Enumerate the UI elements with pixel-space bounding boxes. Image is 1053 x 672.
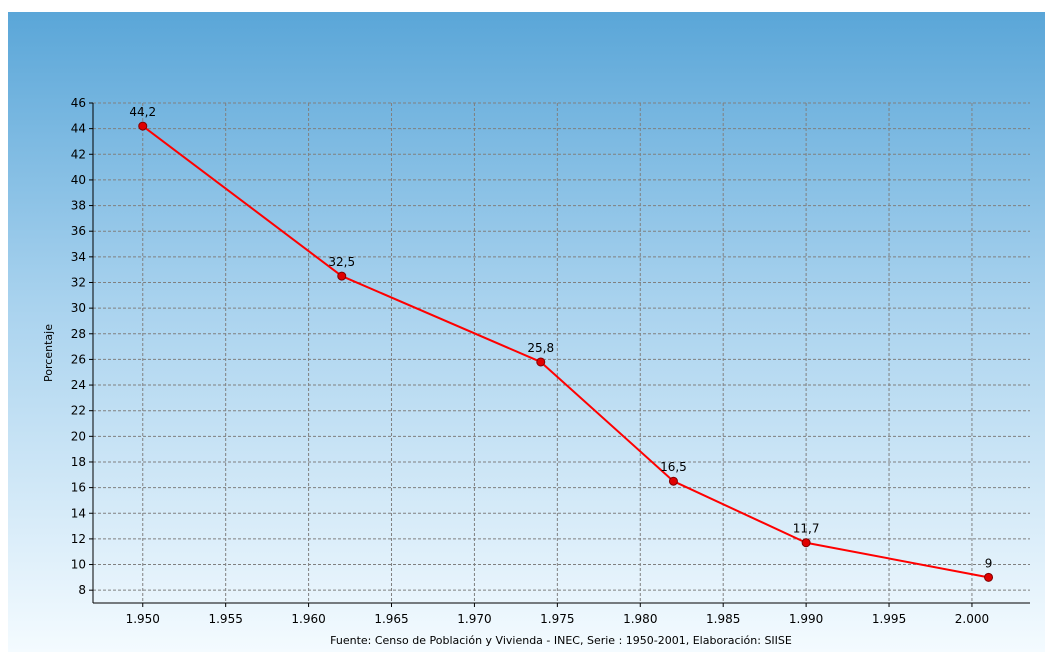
y-tick-label: 20 (71, 429, 86, 443)
x-tick-label: 1.950 (126, 612, 160, 626)
y-tick-label: 30 (71, 301, 86, 315)
grid-lines (93, 102, 1030, 603)
y-tick-label: 24 (71, 378, 86, 392)
y-tick-label: 22 (71, 404, 86, 418)
x-tick-label: 1.985 (706, 612, 740, 626)
data-label: 44,2 (129, 105, 156, 119)
x-tick-label: 1.960 (291, 612, 325, 626)
y-tick-label: 34 (71, 250, 86, 264)
y-tick-label: 28 (71, 327, 86, 341)
series-line (142, 125, 989, 579)
y-tick-label: 16 (71, 481, 86, 495)
y-tick-label: 40 (71, 173, 86, 187)
y-axis-title: Porcentaje (42, 324, 55, 382)
y-tick-label: 36 (71, 224, 86, 238)
y-tick-label: 14 (71, 506, 86, 520)
y-tick-label: 8 (78, 583, 86, 597)
data-point (138, 121, 148, 131)
x-tick-label: 1.990 (789, 612, 823, 626)
axes (89, 102, 1030, 607)
x-tick-label: 1.965 (374, 612, 408, 626)
data-label: 25,8 (527, 341, 554, 355)
data-label: 32,5 (328, 255, 355, 269)
data-point (668, 476, 678, 486)
x-tick-label: 1.955 (208, 612, 242, 626)
y-tick-label: 46 (71, 96, 86, 110)
y-tick-label: 44 (71, 122, 86, 136)
tick-labels: 8 10 12 14 16 18 20 22 24 26 28 30 32 34 36 38 40 42 44 46 1… (71, 96, 989, 626)
chart-background (8, 12, 1045, 652)
data-label: 16,5 (660, 460, 687, 474)
x-tick-label: 2.000 (955, 612, 989, 626)
data-series (138, 121, 994, 582)
y-tick-label: 12 (71, 532, 86, 546)
y-tick-label: 38 (71, 199, 86, 213)
y-tick-label: 42 (71, 147, 86, 161)
x-axis-title: Fuente: Censo de Población y Vivienda - … (330, 634, 792, 647)
data-point (801, 538, 811, 548)
y-tick-label: 32 (71, 275, 86, 289)
x-tick-label: 1.995 (872, 612, 906, 626)
data-labels: 44,2 32,5 25,8 16,5 11,7 9 (129, 105, 992, 570)
x-tick-label: 1.970 (457, 612, 491, 626)
x-tick-label: 1.975 (540, 612, 574, 626)
y-tick-label: 10 (71, 558, 86, 572)
data-label: 11,7 (793, 522, 820, 536)
y-tick-label: 18 (71, 455, 86, 469)
data-point (984, 572, 994, 582)
data-label: 9 (985, 556, 993, 570)
x-tick-label: 1.980 (623, 612, 657, 626)
y-tick-label: 26 (71, 352, 86, 366)
data-point (536, 357, 546, 367)
data-point (337, 271, 347, 281)
